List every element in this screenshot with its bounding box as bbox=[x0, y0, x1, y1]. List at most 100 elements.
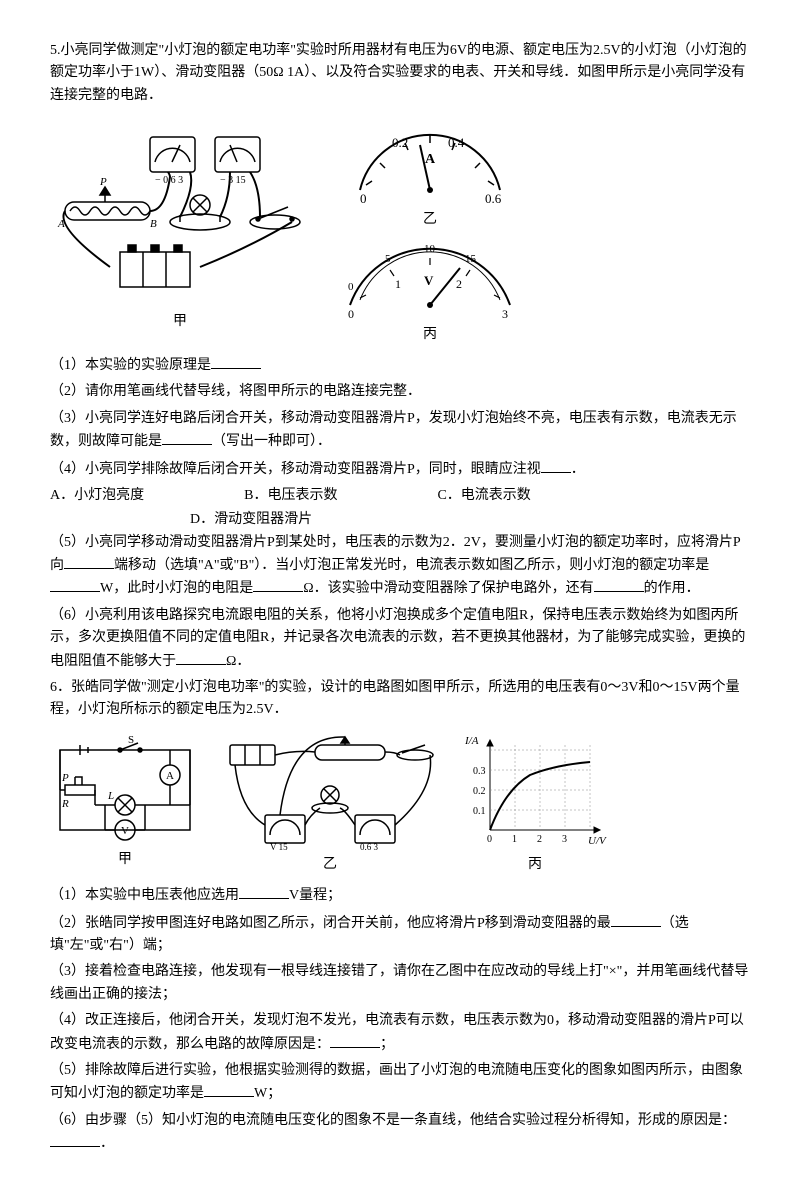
q6-jia-label: 甲 bbox=[118, 849, 132, 871]
q5-sub6a: （6）小亮利用该电路探究电流跟电阻的关系，他将小灯泡换成多个定值电阻R，保持电压… bbox=[50, 608, 745, 669]
gx1: 1 bbox=[512, 834, 517, 845]
volt-b1: 1 bbox=[395, 277, 401, 291]
circuit-diagram-icon: − 0.6 3 − 3 15 A P B bbox=[50, 127, 310, 307]
voltmeter-dial-icon: 0 1 V 2 3 0 5 10 15 bbox=[330, 240, 530, 320]
gx2: 2 bbox=[537, 834, 542, 845]
q6-sub6: （6）由步骤（5）知小灯泡的电流随电压变化的图象不是一条直线，他结合实验过程分析… bbox=[50, 1110, 750, 1156]
q6-sub6a: （6）由步骤（5）知小灯泡的电流随电压变化的图象不是一条直线，他结合实验过程分析… bbox=[50, 1113, 736, 1128]
ammeter-tick-1: 0.2 bbox=[392, 135, 408, 150]
q5-sub1-text: （1）本实验的实验原理是 bbox=[50, 358, 211, 373]
q5-optC: C．电流表示数 bbox=[437, 485, 530, 507]
q5-jia-label: 甲 bbox=[173, 311, 187, 333]
volt-unit: V bbox=[424, 273, 434, 288]
q5-options-row1: A．小灯泡亮度 B．电压表示数 C．电流表示数 bbox=[50, 485, 750, 507]
ammeter-tick-0: 0 bbox=[360, 191, 367, 205]
blank[interactable] bbox=[239, 884, 289, 899]
blank[interactable] bbox=[330, 1033, 380, 1048]
q6-fig-bing: I/A U/V 0.1 0.2 0.3 0 1 2 3 丙 bbox=[460, 730, 610, 876]
q5-sub1: （1）本实验的实验原理是 bbox=[50, 354, 750, 377]
volt-b2: 2 bbox=[456, 277, 462, 291]
q6-sub5a: （5）排除故障后进行实验，他根据实验测得的数据，画出了小灯泡的电流随电压变化的图… bbox=[50, 1063, 743, 1101]
q6-figures: S A L V P R 甲 bbox=[50, 730, 750, 876]
q6-sub1a: （1）本实验中电压表他应选用 bbox=[50, 888, 239, 903]
schematic-icon: S A L V P R bbox=[50, 735, 200, 845]
yi-a-label: 0.6 3 bbox=[360, 842, 379, 850]
q5-sub3a: （3）小亮同学连好电路后闭合开关，移动滑动变阻器滑片P，发现小灯泡始终不亮，电压… bbox=[50, 411, 737, 449]
gy1: 0.1 bbox=[473, 806, 486, 817]
dial-right-label: − 3 15 bbox=[220, 175, 246, 186]
q5-fig-jia: − 0.6 3 − 3 15 A P B bbox=[50, 127, 310, 333]
schem-v: V bbox=[121, 825, 129, 837]
q5-sub4-text: （4）小亮同学排除故障后闭合开关，移动滑动变阻器滑片P，同时，眼睛应注视 bbox=[50, 462, 541, 477]
volt-t1: 5 bbox=[385, 253, 391, 265]
q6-intro: 6．张皓同学做"测定小灯泡电功率"的实验，设计的电路图如图甲所示，所选用的电压表… bbox=[50, 677, 750, 722]
q5-sub5c: W，此时小灯泡的电阻是 bbox=[100, 581, 253, 596]
blank[interactable] bbox=[50, 577, 100, 592]
gy3: 0.3 bbox=[473, 766, 486, 777]
q5-sub3b: （写出一种即可）． bbox=[212, 434, 331, 449]
graph-x-label: U/V bbox=[588, 835, 607, 847]
yi-v-label: V 15 bbox=[270, 842, 288, 850]
q5-optB: B．电压表示数 bbox=[244, 485, 337, 507]
q6-sub4: （4）改正连接后，他闭合开关，发现灯泡不发光，电流表有示数，电压表示数为0，移动… bbox=[50, 1010, 750, 1056]
rheostat-b-label: B bbox=[150, 218, 157, 230]
q5-sub5: （5）小亮同学移动滑动变阻器滑片P到某处时，电压表的示数为2．2V，要测量小灯泡… bbox=[50, 532, 750, 601]
ammeter-dial-icon: 0 0.2 A 0.4 0.6 bbox=[340, 115, 520, 205]
blank[interactable] bbox=[253, 577, 303, 592]
q5-yi-label: 乙 bbox=[423, 209, 437, 231]
q5-fig-yi: 0 0.2 A 0.4 0.6 乙 bbox=[330, 115, 530, 231]
blank[interactable] bbox=[64, 554, 114, 569]
blank[interactable] bbox=[162, 430, 212, 445]
blank[interactable] bbox=[594, 577, 644, 592]
schem-p: P bbox=[61, 772, 69, 784]
blank[interactable] bbox=[611, 912, 661, 927]
q6-bing-label: 丙 bbox=[528, 854, 542, 876]
q6-sub3: （3）接着检查电路连接，他发现有一根导线连接错了，请你在乙图中在应改动的导线上打… bbox=[50, 961, 750, 1006]
gx0: 0 bbox=[487, 834, 492, 845]
iv-graph-icon: I/A U/V 0.1 0.2 0.3 0 1 2 3 bbox=[460, 730, 610, 850]
q5-optA: A．小灯泡亮度 bbox=[50, 485, 144, 507]
ammeter-tick-3: 0.6 bbox=[485, 191, 502, 205]
blank[interactable] bbox=[176, 650, 226, 665]
blank[interactable] bbox=[541, 458, 571, 473]
blank[interactable] bbox=[50, 1132, 100, 1147]
q5-sub5e: 的作用． bbox=[644, 581, 700, 596]
q6-sub4a: （4）改正连接后，他闭合开关，发现灯泡不发光，电流表有示数，电压表示数为0，移动… bbox=[50, 1013, 744, 1051]
q6-sub5: （5）排除故障后进行实验，他根据实验测得的数据，画出了小灯泡的电流随电压变化的图… bbox=[50, 1060, 750, 1106]
volt-t0: 0 bbox=[348, 281, 354, 293]
ammeter-tick-2: 0.4 bbox=[448, 135, 465, 150]
q6-sub4b: ； bbox=[380, 1037, 394, 1052]
schem-a: A bbox=[166, 770, 174, 782]
q5-options-row2: D．滑动变阻器滑片 bbox=[190, 509, 750, 531]
q5-meters-column: 0 0.2 A 0.4 0.6 乙 0 bbox=[330, 115, 530, 346]
gy2: 0.2 bbox=[473, 786, 486, 797]
q6-sub1b: V量程； bbox=[289, 888, 341, 903]
schem-s: S bbox=[128, 735, 134, 746]
ammeter-unit: A bbox=[425, 152, 436, 167]
q5-optD: D．滑动变阻器滑片 bbox=[190, 512, 312, 527]
q5-bing-label: 丙 bbox=[423, 324, 437, 346]
q6-fig-yi: V 15 0.6 3 乙 bbox=[220, 730, 440, 876]
volt-b0: 0 bbox=[348, 307, 354, 320]
q5-sub6b: Ω． bbox=[226, 654, 250, 669]
q5-sub3: （3）小亮同学连好电路后闭合开关，移动滑动变阻器滑片P，发现小灯泡始终不亮，电压… bbox=[50, 408, 750, 454]
blank[interactable] bbox=[211, 354, 261, 369]
q6-fig-jia: S A L V P R 甲 bbox=[50, 735, 200, 871]
rheostat-p-label: P bbox=[99, 176, 107, 188]
real-circuit-icon: V 15 0.6 3 bbox=[220, 730, 440, 850]
q6-yi-label: 乙 bbox=[323, 854, 337, 876]
q6-sub2a: （2）张皓同学按甲图连好电路如图乙所示，闭合开关前，他应将滑片P移到滑动变阻器的… bbox=[50, 916, 611, 931]
q5-figures: − 0.6 3 − 3 15 A P B bbox=[50, 115, 750, 346]
q5-sub4-end: ． bbox=[571, 462, 585, 477]
volt-t2: 10 bbox=[424, 243, 436, 255]
q6-sub6b: ． bbox=[100, 1136, 114, 1151]
volt-b3: 3 bbox=[502, 307, 508, 320]
q5-sub6: （6）小亮利用该电路探究电流跟电阻的关系，他将小灯泡换成多个定值电阻R，保持电压… bbox=[50, 605, 750, 673]
q5-intro: 5.小亮同学做测定"小灯泡的额定电功率"实验时所用器材有电压为6V的电源、额定电… bbox=[50, 40, 750, 107]
q6-sub2: （2）张皓同学按甲图连好电路如图乙所示，闭合开关前，他应将滑片P移到滑动变阻器的… bbox=[50, 912, 750, 958]
q5-sub5d: Ω．该实验中滑动变阻器除了保护电路外，还有 bbox=[303, 581, 593, 596]
q5-fig-bing: 0 1 V 2 3 0 5 10 15 丙 bbox=[330, 240, 530, 346]
volt-t3: 15 bbox=[465, 253, 477, 265]
blank[interactable] bbox=[204, 1082, 254, 1097]
gx3: 3 bbox=[562, 834, 567, 845]
